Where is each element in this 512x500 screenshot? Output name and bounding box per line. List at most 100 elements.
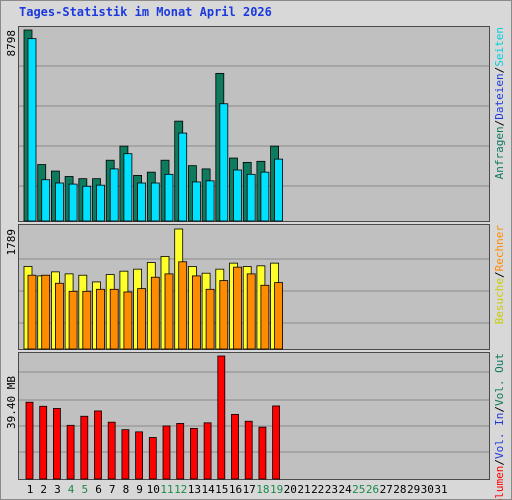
x-tick-label-day-31: 31 bbox=[434, 483, 447, 496]
bar-rechner-day-10 bbox=[150, 276, 160, 350]
bar-rechner-day-2 bbox=[41, 274, 51, 350]
x-tick-label-day-18: 18 bbox=[256, 483, 269, 496]
bar-dateien-day-6 bbox=[96, 184, 105, 222]
x-tick-label-day-25: 25 bbox=[352, 483, 365, 496]
bar-volumen-day-3 bbox=[53, 408, 61, 480]
bar-dateien-day-3 bbox=[55, 182, 64, 222]
x-tick-label-day-30: 30 bbox=[421, 483, 434, 496]
bar-volumen-day-17 bbox=[244, 420, 253, 480]
x-tick-label-day-1: 1 bbox=[27, 483, 34, 496]
legend-entry: / bbox=[493, 406, 506, 413]
bar-volumen-day-11 bbox=[162, 425, 171, 480]
x-tick-label-day-29: 29 bbox=[407, 483, 420, 496]
x-tick-label-day-13: 13 bbox=[188, 483, 201, 496]
x-tick-label-day-26: 26 bbox=[366, 483, 379, 496]
legend-entry: Volumen bbox=[493, 466, 506, 500]
bar-volumen-day-4 bbox=[66, 424, 75, 480]
bar-dateien-day-5 bbox=[82, 185, 92, 222]
bar-volumen-day-2 bbox=[39, 405, 48, 480]
bar-rechner-day-14 bbox=[205, 288, 215, 350]
bar-volumen-day-19 bbox=[272, 405, 281, 480]
x-tick-label-day-19: 19 bbox=[270, 483, 283, 496]
bar-dateien-day-16 bbox=[233, 169, 242, 222]
bar-dateien-day-18 bbox=[260, 171, 270, 222]
x-tick-label-day-23: 23 bbox=[325, 483, 338, 496]
legend-entry: Anfragen bbox=[493, 126, 506, 179]
x-tick-label-day-7: 7 bbox=[109, 483, 116, 496]
bar-rechner-day-18 bbox=[260, 284, 270, 350]
bar-rechner-day-13 bbox=[191, 275, 201, 350]
legend-entry: Besuche bbox=[493, 278, 506, 324]
x-tick-label-day-6: 6 bbox=[95, 483, 102, 496]
bar-dateien-day-4 bbox=[68, 183, 78, 222]
y-axis-max-label: 39.40 MB bbox=[5, 376, 18, 429]
bar-rechner-day-19 bbox=[274, 282, 284, 350]
bar-rechner-day-16 bbox=[233, 266, 242, 350]
bar-dateien-day-11 bbox=[164, 173, 174, 222]
bar-dateien-day-9 bbox=[137, 182, 147, 222]
bar-volumen-day-9 bbox=[135, 431, 144, 480]
x-tick-label-day-15: 15 bbox=[215, 483, 228, 496]
x-tick-label-day-24: 24 bbox=[338, 483, 352, 496]
bar-volumen-day-5 bbox=[80, 415, 89, 480]
bar-volumen-day-18 bbox=[258, 426, 267, 480]
bar-dateien-day-1 bbox=[27, 38, 37, 222]
bar-volumen-day-12 bbox=[176, 423, 185, 480]
bar-volumen-day-6 bbox=[94, 410, 102, 480]
legend-entry: Rechner bbox=[493, 225, 506, 272]
bar-rechner-day-4 bbox=[68, 290, 78, 350]
x-tick-label-day-9: 9 bbox=[136, 483, 143, 496]
bar-volumen-day-14 bbox=[203, 422, 212, 480]
x-tick-label-day-17: 17 bbox=[243, 483, 256, 496]
x-tick-label-day-2: 2 bbox=[40, 483, 47, 496]
bar-dateien-day-14 bbox=[205, 180, 215, 222]
bar-volumen-day-16 bbox=[231, 413, 239, 480]
bar-dateien-day-17 bbox=[246, 173, 256, 222]
bar-rechner-day-3 bbox=[55, 282, 64, 350]
x-tick-label-day-8: 8 bbox=[123, 483, 130, 496]
bar-rechner-day-11 bbox=[164, 273, 174, 350]
legend-entry: / bbox=[493, 67, 506, 74]
legend-hits-panel: Anfragen/Dateien/Seiten bbox=[493, 27, 506, 179]
x-tick-label-day-12: 12 bbox=[174, 483, 187, 496]
bar-rechner-day-6 bbox=[96, 288, 105, 350]
bar-dateien-day-8 bbox=[123, 153, 133, 222]
bar-rechner-day-5 bbox=[82, 290, 92, 350]
x-tick-label-day-4: 4 bbox=[68, 483, 75, 496]
x-tick-label-day-21: 21 bbox=[297, 483, 310, 496]
legend-entry: Vol. In bbox=[493, 413, 506, 459]
bar-dateien-day-13 bbox=[191, 181, 201, 222]
bar-volumen-day-10 bbox=[148, 437, 157, 480]
bar-rechner-day-9 bbox=[137, 288, 147, 350]
bar-dateien-day-7 bbox=[109, 168, 119, 222]
legend-entry: Vol. Out bbox=[493, 353, 506, 406]
bar-volumen-day-1 bbox=[25, 401, 34, 480]
bar-rechner-day-7 bbox=[109, 288, 119, 350]
bar-dateien-day-12 bbox=[178, 132, 188, 222]
legend-entry: / bbox=[493, 120, 506, 127]
bar-rechner-day-8 bbox=[123, 291, 133, 350]
page-title: Tages-Statistik im Monat April 2026 bbox=[19, 5, 272, 19]
legend-visits-panel: Besuche/Rechner bbox=[493, 225, 506, 325]
x-tick-label-day-10: 10 bbox=[147, 483, 160, 496]
x-tick-label-day-14: 14 bbox=[201, 483, 215, 496]
bar-volumen-day-13 bbox=[189, 428, 198, 480]
x-tick-label-day-22: 22 bbox=[311, 483, 324, 496]
y-axis-max-label: 1789 bbox=[5, 229, 18, 256]
legend-entry: Seiten bbox=[493, 27, 506, 67]
x-tick-label-day-27: 27 bbox=[380, 483, 393, 496]
bar-volumen-day-15 bbox=[217, 355, 226, 480]
x-tick-label-day-5: 5 bbox=[81, 483, 88, 496]
x-tick-label-day-11: 11 bbox=[160, 483, 173, 496]
bar-volumen-day-8 bbox=[121, 429, 130, 480]
legend-entry: / bbox=[493, 459, 506, 466]
bar-dateien-day-15 bbox=[219, 103, 229, 222]
bar-rechner-day-1 bbox=[27, 274, 37, 350]
y-axis-max-label: 8798 bbox=[5, 30, 18, 57]
x-tick-label-day-28: 28 bbox=[393, 483, 406, 496]
bar-volumen-day-7 bbox=[107, 421, 116, 480]
x-tick-label-day-20: 20 bbox=[284, 483, 297, 496]
legend-volume-panel: Volumen/Vol. In/Vol. Out bbox=[493, 353, 506, 500]
bar-dateien-day-19 bbox=[274, 158, 284, 222]
bar-rechner-day-17 bbox=[246, 273, 256, 350]
